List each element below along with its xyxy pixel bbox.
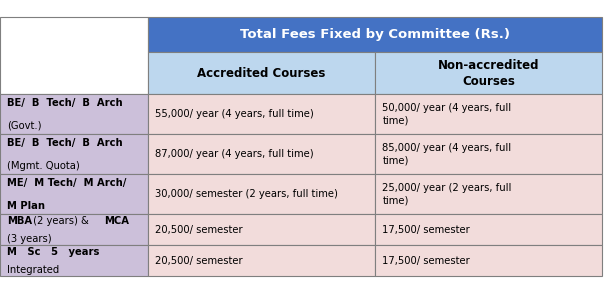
Text: BE/  B  Tech/  B  Arch: BE/ B Tech/ B Arch — [7, 98, 123, 108]
Text: 17,500/ semester: 17,500/ semester — [382, 225, 470, 235]
Text: 30,000/ semester (2 years, full time): 30,000/ semester (2 years, full time) — [155, 190, 338, 199]
Bar — [0, 214, 148, 245]
Text: Integrated: Integrated — [7, 265, 59, 275]
Bar — [148, 17, 602, 52]
Bar — [148, 94, 375, 135]
Bar — [148, 245, 375, 276]
Text: Total Fees Fixed by Committee (Rs.): Total Fees Fixed by Committee (Rs.) — [240, 28, 510, 41]
Text: BE/  B  Tech/  B  Arch: BE/ B Tech/ B Arch — [7, 138, 123, 148]
Text: MCA: MCA — [104, 216, 129, 226]
Bar — [375, 94, 602, 135]
Text: 20,500/ semester: 20,500/ semester — [155, 225, 243, 235]
Text: (Govt.): (Govt.) — [7, 121, 42, 131]
Text: 20,500/ semester: 20,500/ semester — [155, 256, 243, 266]
Text: ME/  M Tech/  M Arch/: ME/ M Tech/ M Arch/ — [7, 178, 126, 188]
Bar — [375, 174, 602, 214]
Bar — [375, 214, 602, 245]
Bar — [375, 245, 602, 276]
Bar — [0, 174, 148, 214]
Text: 50,000/ year (4 years, full
time): 50,000/ year (4 years, full time) — [382, 103, 511, 125]
Bar — [148, 174, 375, 214]
Text: M Plan: M Plan — [7, 201, 45, 211]
Text: (3 years): (3 years) — [7, 233, 52, 244]
Bar — [0, 94, 148, 135]
Text: Non-accredited
Courses: Non-accredited Courses — [438, 59, 539, 88]
Text: M   Sc   5   years: M Sc 5 years — [7, 247, 100, 257]
Bar — [148, 52, 375, 94]
Text: Accredited Courses: Accredited Courses — [197, 67, 326, 80]
Bar — [0, 245, 148, 276]
Bar — [148, 135, 375, 174]
Text: 85,000/ year (4 years, full
time): 85,000/ year (4 years, full time) — [382, 143, 511, 166]
Text: MBA: MBA — [7, 216, 33, 226]
Bar — [0, 135, 148, 174]
Text: (Mgmt. Quota): (Mgmt. Quota) — [7, 160, 80, 171]
Text: 87,000/ year (4 years, full time): 87,000/ year (4 years, full time) — [155, 149, 314, 159]
Text: 55,000/ year (4 years, full time): 55,000/ year (4 years, full time) — [155, 109, 314, 119]
Text: (2 years) &: (2 years) & — [30, 216, 92, 226]
Bar — [375, 135, 602, 174]
Text: 25,000/ year (2 years, full
time): 25,000/ year (2 years, full time) — [382, 183, 512, 206]
Bar — [375, 52, 602, 94]
Text: 17,500/ semester: 17,500/ semester — [382, 256, 470, 266]
Bar — [148, 214, 375, 245]
Bar — [0, 17, 148, 94]
